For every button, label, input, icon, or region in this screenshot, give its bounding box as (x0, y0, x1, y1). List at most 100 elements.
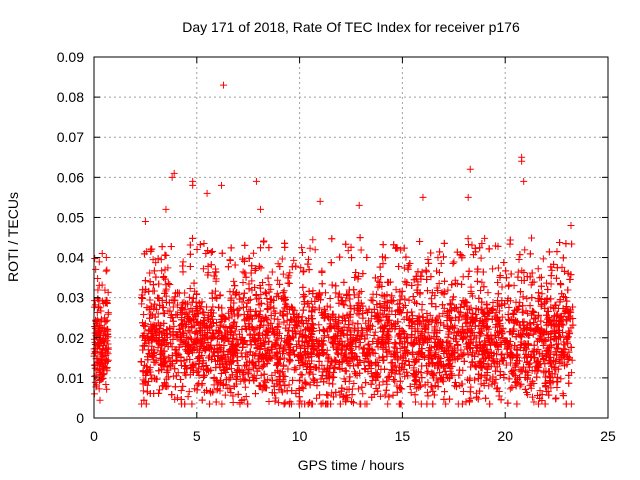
data-point (553, 377, 561, 385)
data-point (464, 350, 472, 358)
data-point (346, 302, 354, 310)
data-point (264, 375, 272, 383)
data-point (493, 350, 501, 358)
data-point (494, 290, 502, 298)
data-point (361, 365, 369, 373)
data-point (547, 272, 555, 280)
data-point (188, 400, 196, 408)
data-point (201, 347, 209, 355)
data-point (378, 253, 386, 261)
data-point (338, 326, 346, 334)
data-point (268, 324, 276, 332)
data-point (290, 346, 298, 354)
data-point (452, 314, 460, 322)
data-point (101, 334, 109, 342)
data-point (528, 393, 536, 401)
data-point (241, 383, 249, 391)
data-point (233, 323, 241, 331)
data-point (467, 283, 475, 291)
data-point (432, 303, 440, 311)
data-point (520, 326, 528, 334)
data-point (567, 271, 575, 279)
data-point (104, 288, 112, 296)
data-point (259, 279, 267, 287)
data-point (213, 319, 221, 327)
data-point (250, 249, 258, 257)
data-point (535, 289, 543, 297)
data-point (467, 383, 475, 391)
data-point (409, 370, 417, 378)
data-point (327, 259, 335, 267)
data-point (373, 339, 381, 347)
data-point (345, 286, 353, 294)
data-point (400, 343, 408, 351)
data-point (415, 384, 423, 392)
data-point (281, 399, 289, 407)
data-point (215, 303, 223, 311)
data-point (236, 400, 244, 408)
data-point (491, 323, 499, 331)
data-point (450, 258, 458, 266)
data-point (563, 317, 571, 325)
data-point (502, 274, 510, 282)
data-point (204, 262, 212, 270)
data-point (350, 354, 358, 362)
data-point (338, 316, 346, 324)
data-point (338, 346, 346, 354)
data-point (526, 382, 534, 390)
data-point (458, 380, 466, 388)
data-point (565, 354, 573, 362)
data-point (512, 382, 520, 390)
data-point (286, 321, 294, 329)
data-point (96, 304, 104, 312)
data-point (103, 266, 111, 274)
data-point (379, 241, 387, 249)
data-point (296, 344, 304, 352)
data-point (544, 388, 552, 396)
data-point (553, 383, 561, 391)
data-point (146, 368, 154, 376)
data-point (208, 356, 216, 364)
data-point (484, 289, 492, 297)
data-point (404, 372, 412, 380)
data-point (94, 274, 102, 282)
data-point (319, 326, 327, 334)
data-point (276, 354, 284, 362)
data-point (394, 356, 402, 364)
data-point (229, 399, 237, 407)
data-point (494, 242, 502, 250)
data-point (257, 371, 265, 379)
data-point (495, 388, 503, 396)
data-point (315, 289, 323, 297)
data-point (161, 289, 169, 297)
data-point (527, 380, 535, 388)
data-point (216, 361, 224, 369)
data-point (397, 385, 405, 393)
data-point (313, 394, 321, 402)
data-point (427, 383, 435, 391)
data-point (404, 265, 412, 273)
data-point (452, 383, 460, 391)
data-point (270, 315, 278, 323)
data-point (466, 388, 474, 396)
data-point (497, 351, 505, 359)
data-point (359, 302, 367, 310)
data-point (401, 295, 409, 303)
data-point (242, 273, 250, 281)
data-point (440, 304, 448, 312)
data-point (392, 286, 400, 294)
data-point (304, 255, 312, 263)
data-point (179, 268, 187, 276)
data-point (429, 400, 437, 408)
data-point (251, 311, 259, 319)
data-point (478, 298, 486, 306)
data-point (414, 327, 422, 335)
data-point (435, 280, 443, 288)
data-point (311, 246, 319, 254)
data-point (271, 330, 279, 338)
data-point (147, 346, 155, 354)
data-point (320, 313, 328, 321)
data-point (398, 287, 406, 295)
data-point (550, 357, 558, 365)
data-point (416, 318, 424, 326)
